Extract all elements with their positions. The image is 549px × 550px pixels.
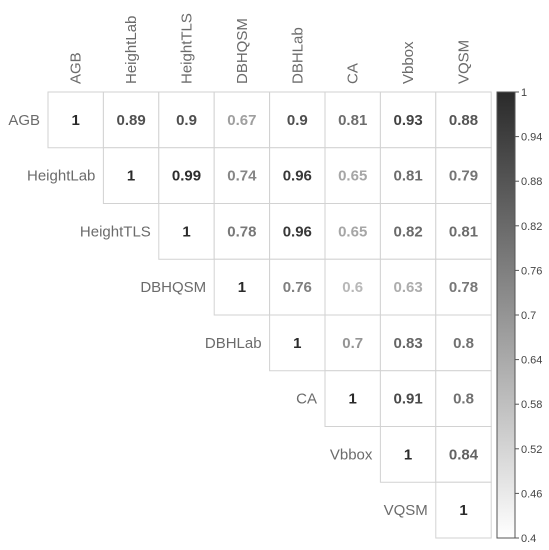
colorbar-gradient xyxy=(496,91,516,539)
heatmap-cell xyxy=(269,147,326,204)
heatmap-cell xyxy=(379,314,437,372)
heatmap-cell xyxy=(213,258,271,316)
heatmap-value: 0.78 xyxy=(449,279,478,296)
heatmap-value: 1 xyxy=(72,112,80,129)
heatmap-value: 1 xyxy=(127,168,135,185)
heatmap-value: 1 xyxy=(404,446,412,463)
colorbar-tick-label: 0.4 xyxy=(521,533,536,545)
colorbar-ticks: 1 0.94 0.88 0.82 0.76 0.7 0.64 0.58 0.52 0.46 0.4 xyxy=(515,87,542,545)
row-label: DBHQSM xyxy=(140,279,206,296)
heatmap-cell xyxy=(324,91,381,149)
heatmap-cell xyxy=(324,370,381,427)
heatmap-cell xyxy=(324,314,381,372)
heatmap-value: 0.84 xyxy=(449,446,479,463)
heatmap-cell xyxy=(213,203,271,260)
heatmap-value: 0.99 xyxy=(172,168,201,185)
colorbar-tick-label: 0.88 xyxy=(521,176,542,188)
heatmap-value: 0.6 xyxy=(342,279,363,296)
heatmap-value: 0.91 xyxy=(393,391,422,408)
heatmap-value: 0.82 xyxy=(393,223,422,240)
heatmap-cell xyxy=(379,147,437,204)
heatmap-cell xyxy=(324,203,381,260)
heatmap-cell xyxy=(102,91,160,149)
heatmap-value: 0.81 xyxy=(449,223,478,240)
heatmap-value: 0.78 xyxy=(227,223,256,240)
heatmap-value: 1 xyxy=(182,223,190,240)
heatmap-cell xyxy=(158,91,215,149)
heatmap-value: 0.74 xyxy=(227,168,257,185)
heatmap-value: 0.96 xyxy=(283,168,312,185)
heatmap-cell xyxy=(269,314,326,372)
row-label: HeightTLS xyxy=(80,223,151,240)
heatmap-value: 0.93 xyxy=(393,112,422,129)
column-label: CA xyxy=(345,63,362,84)
row-label: DBHLab xyxy=(205,335,262,352)
heatmap-value: 0.81 xyxy=(338,112,367,129)
colorbar-tick-label: 0.58 xyxy=(521,399,542,411)
colorbar-tick-label: 0.82 xyxy=(521,221,542,233)
heatmap-cell xyxy=(379,258,437,316)
colorbar-tick-label: 0.7 xyxy=(521,310,536,322)
colorbar-tick-label: 0.46 xyxy=(521,488,542,500)
heatmap-value: 0.88 xyxy=(449,112,478,129)
heatmap-value: 0.81 xyxy=(393,168,422,185)
column-label: DBHLab xyxy=(289,27,306,84)
colorbar-tick-label: 0.94 xyxy=(521,132,542,144)
heatmap-values: 1 0.89 0.9 0.67 0.9 0.81 0.93 0.881 0.99 0.74 0.96… xyxy=(72,112,479,519)
row-label: CA xyxy=(296,391,317,408)
heatmap-cell xyxy=(379,426,437,483)
heatmap-grid xyxy=(47,91,492,539)
row-labels: AGB HeightLab HeightTLS DBHQSM DBHLab CA Vbbox… xyxy=(8,112,427,519)
heatmap-cell xyxy=(435,91,492,149)
heatmap-cell xyxy=(435,314,492,372)
row-label: Vbbox xyxy=(330,446,373,463)
colorbar-tick-label: 1 xyxy=(521,87,527,99)
heatmap-cell xyxy=(47,91,104,149)
column-label: Vbbox xyxy=(400,41,417,84)
column-label: VQSM xyxy=(456,40,473,84)
heatmap-cell xyxy=(435,258,492,316)
heatmap-cell xyxy=(158,147,215,204)
column-label: HeightLab xyxy=(123,16,140,84)
heatmap-cell xyxy=(269,203,326,260)
heatmap-value: 1 xyxy=(293,335,301,352)
heatmap-cell xyxy=(435,481,492,539)
heatmap-cell xyxy=(379,203,437,260)
column-label: DBHQSM xyxy=(234,18,251,84)
colorbar-tick-label: 0.76 xyxy=(521,265,542,277)
row-label: AGB xyxy=(8,112,40,129)
heatmap-cell xyxy=(435,370,492,427)
heatmap-value: 0.9 xyxy=(287,112,308,129)
column-label: HeightTLS xyxy=(179,13,196,84)
heatmap-value: 0.8 xyxy=(453,391,474,408)
heatmap-value: 0.7 xyxy=(342,335,363,352)
colorbar-tick-label: 0.64 xyxy=(521,355,542,367)
column-labels: AGB HeightLab HeightTLS DBHQSM DBHLab CA Vbbox… xyxy=(68,13,473,84)
heatmap-value: 0.65 xyxy=(338,223,367,240)
heatmap-value: 0.96 xyxy=(283,223,312,240)
heatmap-value: 0.79 xyxy=(449,168,478,185)
heatmap-value: 1 xyxy=(349,391,357,408)
heatmap-value: 0.76 xyxy=(283,279,312,296)
heatmap-cell xyxy=(102,147,160,204)
heatmap-value: 0.63 xyxy=(393,279,422,296)
heatmap-value: 0.8 xyxy=(453,335,474,352)
heatmap-cell xyxy=(269,258,326,316)
column-label: AGB xyxy=(68,52,85,84)
heatmap-value: 0.89 xyxy=(116,112,145,129)
row-label: VQSM xyxy=(384,502,428,519)
heatmap-value: 1 xyxy=(459,502,467,519)
heatmap-value: 0.67 xyxy=(227,112,256,129)
heatmap-value: 0.9 xyxy=(176,112,197,129)
row-label: HeightLab xyxy=(27,168,95,185)
heatmap-cell xyxy=(158,203,215,260)
colorbar-tick-label: 0.52 xyxy=(521,444,542,456)
heatmap-value: 1 xyxy=(238,279,246,296)
heatmap-value: 0.83 xyxy=(393,335,422,352)
heatmap-cell xyxy=(435,203,492,260)
heatmap-value: 0.65 xyxy=(338,168,367,185)
colorbar: 1 0.94 0.88 0.82 0.76 0.7 0.64 0.58 0.52 0.46 0.4 xyxy=(496,87,542,545)
